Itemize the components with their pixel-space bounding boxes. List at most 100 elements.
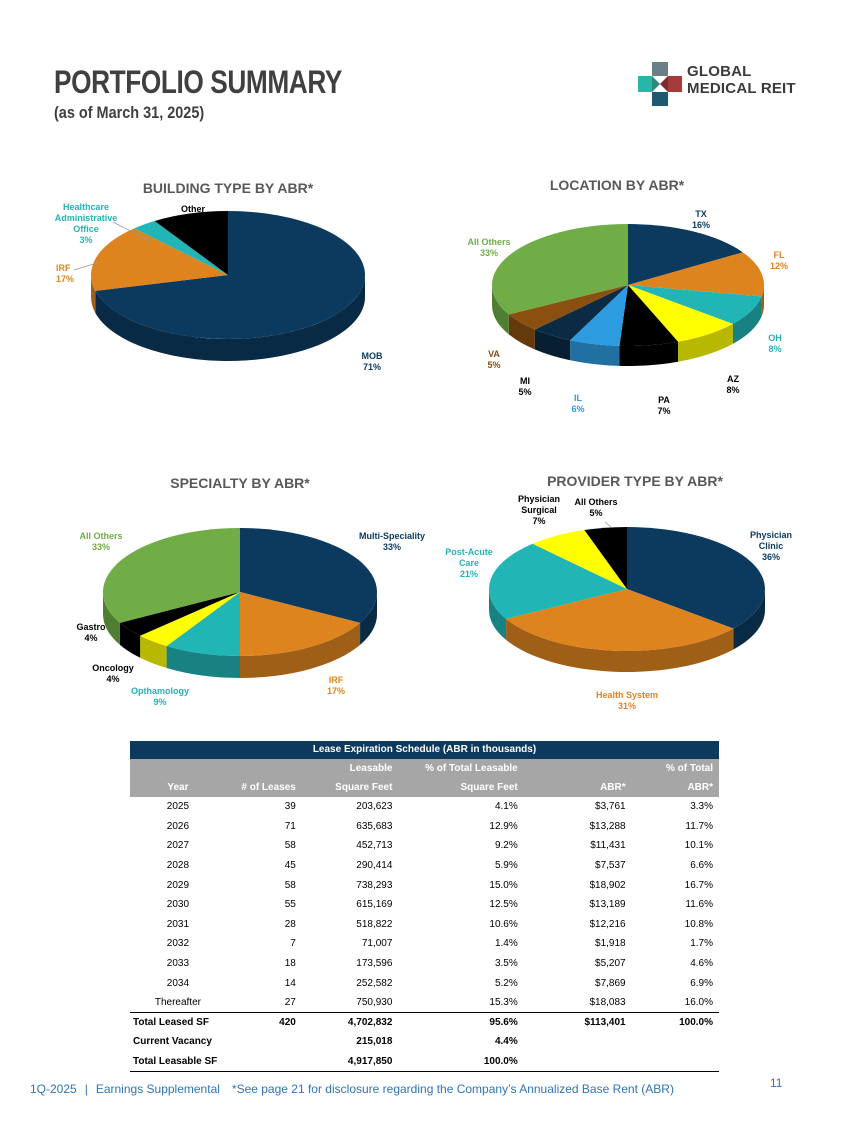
pie-side-health-system — [506, 618, 734, 672]
label-leader-line — [112, 221, 153, 243]
total-row: Total Leased SF 420 4,702,832 95.6% $113,401… — [130, 1012, 719, 1033]
table-row-cell: $18,083 — [589, 996, 626, 1008]
total-row-cell: $113,401 — [523, 1012, 632, 1033]
table-row: 2033 18 173,596 3.5% $5,207 4.6% — [130, 954, 719, 974]
page-title: PORTFOLIO SUMMARY — [54, 64, 342, 100]
pie-side-all-others — [492, 285, 509, 335]
slice-label-tx: TX 16% — [692, 209, 710, 230]
footer-note: *See page 21 for disclosure regarding th… — [231, 1082, 674, 1096]
table-row-cell: 203,623 — [356, 801, 393, 813]
total-row-cell: 4.4% — [494, 1036, 518, 1048]
table-row-cell: 4.1% — [494, 801, 518, 813]
table-row-cell: 14 — [284, 977, 296, 989]
table-row-cell: 10.6% — [489, 918, 518, 930]
slice-label-multi-speciality: Multi-Speciality 33% — [359, 531, 425, 552]
footer: 1Q-2025 | Earnings Supplemental *See page 2… — [30, 1082, 674, 1096]
table-row-cell: 518,822 — [356, 918, 393, 930]
pie-side-multi-speciality — [360, 592, 377, 645]
table-row-cell: 6.9% — [690, 977, 713, 989]
table-row-cell: $11,431 — [590, 840, 626, 852]
slice-label-oh: OH 8% — [768, 333, 782, 354]
table-row-cell: 10.8% — [684, 918, 713, 930]
table-row-cell: 11.6% — [685, 899, 713, 911]
table-header-row-cell — [523, 759, 632, 778]
pie-side-az — [678, 323, 733, 362]
pie-side-il — [570, 340, 620, 366]
table-header-row-cell — [130, 759, 226, 778]
table-row-cell: 4.6% — [690, 958, 713, 970]
pie-chart-specialty-by-abr: SPECIALTY BY ABR* Multi-Speciality 33% IRF 1… — [76, 475, 425, 707]
table-row-cell: 2027 — [166, 840, 190, 852]
table-row-cell: 18 — [284, 958, 296, 970]
pie-slice-mob — [95, 211, 365, 340]
table-row-cell: $7,537 — [595, 860, 626, 872]
company-logo: GLOBAL MEDICAL REIT — [636, 60, 806, 108]
pie-slice-opthamology — [166, 592, 240, 656]
slice-label-health-system: Health System 31% — [596, 690, 658, 711]
table-row-cell: 173,596 — [356, 958, 393, 970]
table-row-cell: 15.0% — [489, 879, 518, 891]
footer-period: 1Q-2025 — [30, 1082, 77, 1096]
table-row-cell: 2030 — [166, 899, 190, 911]
total-row-cell: Total Leased SF — [130, 1012, 226, 1033]
table-header-row-cell: ABR* — [631, 778, 719, 797]
table-row-cell: 45 — [284, 860, 296, 872]
pie-slice-physician-clinic — [627, 527, 765, 629]
table-header-row-cell: Square Feet — [398, 778, 524, 797]
pie-slice-mi — [534, 285, 628, 341]
table-header-row: Leasable% of Total Leasable % of Total — [130, 759, 719, 778]
table-header-row-cell: Leasable — [301, 759, 399, 778]
pie-slice-az — [628, 285, 733, 342]
slice-label-other: Other 9% — [181, 204, 206, 225]
pie-slice-irf — [91, 228, 229, 291]
slice-label-fl: FL 12% — [770, 250, 788, 271]
total-row-cell: 215,018 — [356, 1036, 393, 1048]
table-row: 2028 45 290,414 5.9% $7,537 6.6% — [130, 856, 719, 876]
total-row-cell — [225, 1051, 302, 1072]
total-row-cell: 4,702,832 — [301, 1012, 399, 1033]
table-row-cell: $3,761 — [595, 801, 626, 813]
pie-side-gastro — [119, 622, 141, 658]
pie-chart-location-by-abr: LOCATION BY ABR* TX 16% FL 12% OH 8% AZ 8% PA 7% IL… — [467, 177, 788, 416]
table-row-cell: 2028 — [166, 860, 190, 872]
table-row-cell: 9.2% — [494, 840, 518, 852]
table-row: 2034 14 252,582 5.2% $7,869 6.9% — [130, 973, 719, 993]
total-row-cell — [523, 1051, 632, 1072]
chart-title: BUILDING TYPE BY ABR* — [143, 180, 314, 196]
table-row-cell: 3.5% — [494, 958, 518, 970]
table-row-cell: 3.3% — [690, 801, 713, 813]
table-header-row-cell: Year — [130, 778, 226, 797]
footer-doc-name: Earnings Supplemental — [95, 1082, 220, 1096]
slice-label-va: VA 5% — [487, 349, 500, 370]
page-subtitle: (as of March 31, 2025) — [54, 103, 205, 122]
pie-slice-va — [508, 285, 628, 330]
total-row-cell — [524, 1032, 632, 1052]
table-row-cell: 1.4% — [494, 938, 518, 950]
pie-side-irf — [91, 275, 96, 313]
table-row-cell: 71 — [284, 820, 296, 832]
table-row-cell: 28 — [284, 918, 296, 930]
pie-slice-multi-speciality — [240, 528, 377, 623]
pie-side-fl — [761, 285, 764, 317]
slice-label-all-others: All Others 5% — [574, 497, 617, 518]
chart-title: SPECIALTY BY ABR* — [170, 475, 310, 491]
table-row-cell: 290,414 — [356, 860, 393, 872]
total-row-cell: 100.0% — [398, 1051, 524, 1072]
table-row-cell: 15.3% — [489, 996, 518, 1008]
table-row-cell: 2032 — [166, 938, 190, 950]
slice-label-all-others: All Others 33% — [79, 531, 122, 552]
slice-label-opthamology: Opthamology 9% — [131, 686, 189, 707]
slice-label-healthcare-administrative-office: Healthcare Administrative Office 3% — [55, 202, 118, 245]
lease-table-grid: Leasable% of Total Leasable% of Total Yea… — [130, 759, 719, 1072]
table-row-cell: $12,216 — [589, 918, 626, 930]
table-row-cell: 2026 — [166, 820, 190, 832]
pie-side-physician-clinic — [733, 589, 765, 650]
table-row-cell: 738,293 — [356, 879, 393, 891]
pie-slice-tx — [628, 224, 743, 285]
table-row: 2030 55 615,169 12.5% $13,189 11.6% — [130, 895, 719, 915]
slice-label-physician-clinic: Physician Clinic 36% — [750, 530, 792, 562]
slice-label-irf: IRF 17% — [56, 263, 74, 284]
table-header-row-cell: % of Total Leasable — [398, 759, 524, 778]
table-row-cell: 7 — [290, 938, 296, 950]
table-row-cell: 12.5% — [489, 899, 518, 911]
